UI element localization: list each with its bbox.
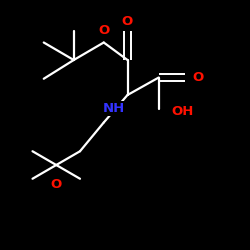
Text: O: O xyxy=(192,71,203,84)
Text: NH: NH xyxy=(103,102,125,115)
Text: O: O xyxy=(50,178,62,192)
Text: O: O xyxy=(98,24,110,38)
Text: O: O xyxy=(122,15,133,28)
Text: OH: OH xyxy=(171,105,194,118)
